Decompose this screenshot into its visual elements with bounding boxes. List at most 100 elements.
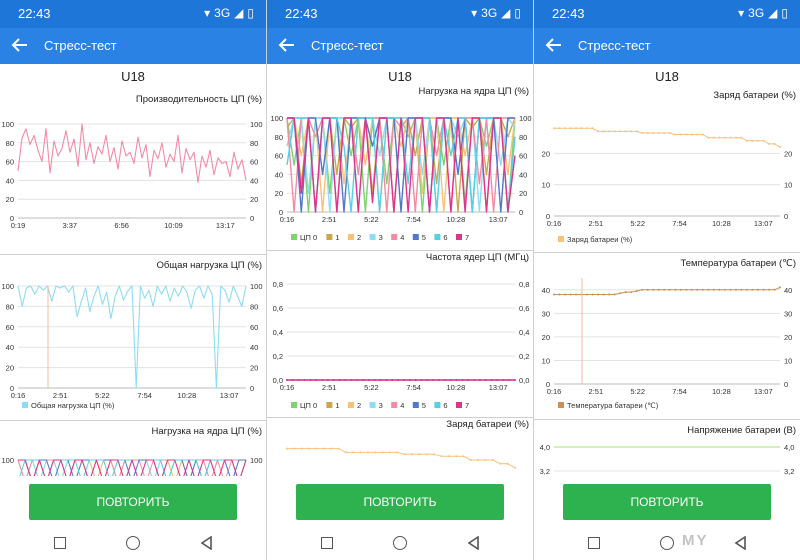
data-point (707, 288, 710, 291)
y-tick-label: 20 (542, 333, 550, 342)
data-point (443, 379, 446, 381)
legend-swatch (369, 234, 376, 240)
y-tick-label-right: 0,2 (519, 352, 529, 361)
y-tick-label-right: 10 (784, 181, 792, 190)
y-tick-label-right: 0,4 (519, 328, 529, 337)
data-point (477, 459, 480, 461)
data-point (657, 288, 660, 291)
x-tick-label: 0:16 (280, 383, 295, 392)
data-point (462, 455, 465, 458)
back-arrow-icon[interactable] (544, 35, 564, 55)
chart-battery-temperature: Температура батареи (℃) 40 40 30 30 20 20 10 10… (534, 254, 800, 418)
nav-back-icon[interactable] (734, 536, 748, 550)
data-point (712, 136, 715, 139)
data-point (652, 288, 655, 291)
scroll-content[interactable]: U18 Заряд батареи (%) 20 20 10 10 0 0 0:16 2:51… (534, 64, 800, 476)
data-point (729, 288, 732, 291)
legend-label: 2 (357, 401, 361, 410)
data-point (679, 288, 682, 291)
chart-title: Нагрузка на ядра ЦП (%) (418, 86, 529, 97)
data-point (344, 451, 347, 454)
app-bar: Стресс-тест (534, 28, 800, 64)
status-time: 22:43 (552, 6, 585, 21)
chart-title: Напряжение батареи (В) (687, 425, 796, 436)
y-tick-label-right: 0 (784, 380, 788, 389)
repeat-button[interactable]: ПОВТОРИТЬ (563, 484, 771, 520)
device-name: U18 (388, 69, 412, 84)
x-tick-label: 0:16 (547, 219, 562, 228)
data-point (663, 288, 666, 291)
data-point (740, 136, 743, 139)
nav-home-icon[interactable] (393, 536, 407, 550)
data-point (767, 142, 770, 145)
nav-recent-icon[interactable] (321, 537, 333, 549)
network-label: 3G (748, 6, 765, 20)
data-point (597, 293, 600, 296)
data-point (478, 379, 481, 381)
nav-recent-icon[interactable] (588, 537, 600, 549)
back-arrow-icon[interactable] (277, 35, 297, 55)
repeat-button[interactable]: ПОВТОРИТЬ (29, 484, 237, 520)
chart-title: Заряд батареи (%) (713, 90, 796, 101)
nav-back-icon[interactable] (467, 536, 481, 550)
series-line (18, 459, 246, 476)
y-tick-label-right: 0 (250, 384, 254, 393)
nav-home-icon[interactable] (660, 536, 674, 550)
data-point (344, 379, 347, 381)
data-point (514, 379, 516, 381)
y-tick-label: 80 (6, 139, 14, 148)
chart-title: Температура батареи (℃) (680, 258, 796, 269)
y-tick-label: 10 (542, 356, 550, 365)
data-point (690, 288, 693, 291)
y-tick-label-right: 100 (519, 114, 532, 123)
data-point (286, 379, 288, 381)
data-point (723, 136, 726, 139)
x-tick-label: 0:16 (11, 391, 26, 400)
divider (267, 250, 533, 251)
x-tick-label: 13:07 (220, 391, 239, 400)
legend-swatch (391, 234, 398, 240)
data-point (396, 451, 399, 454)
series-line (18, 459, 247, 476)
scroll-content[interactable]: U18 Производительность ЦП (%) 100 100 80 80… (0, 64, 266, 476)
legend-swatch (348, 402, 354, 408)
data-point (362, 379, 364, 381)
data-point (608, 293, 611, 296)
data-point (558, 127, 561, 130)
y-tick-label-right: 0,8 (519, 280, 529, 289)
data-point (467, 379, 470, 381)
repeat-button[interactable]: ПОВТОРИТЬ (296, 484, 504, 520)
y-tick-label: 20 (275, 189, 283, 198)
legend-label: ЦП 0 (300, 401, 317, 410)
x-tick-label: 7:54 (672, 387, 687, 396)
back-arrow-icon[interactable] (10, 35, 30, 55)
data-point (432, 379, 435, 381)
status-bar: 22:43 ▾ 3G ◢ ▯ (534, 0, 800, 28)
data-point (734, 288, 737, 291)
nav-home-icon[interactable] (126, 536, 140, 550)
data-point (418, 453, 421, 456)
x-tick-label: 5:22 (364, 215, 379, 224)
x-tick-label: 13:07 (754, 387, 773, 396)
legend-label: 4 (400, 401, 404, 410)
series-line (18, 459, 247, 476)
chart-core-frequency: Частота ядер ЦП (МГц) 0,8 0,8 0,6 0,6 0,4 0,4… (267, 252, 533, 416)
data-point (712, 288, 715, 291)
nav-recent-icon[interactable] (54, 537, 66, 549)
chart-canvas: 4,0 4,0 3,2 3,2 (540, 443, 795, 476)
data-point (381, 451, 384, 454)
legend-swatch (412, 234, 419, 240)
data-point (300, 447, 303, 450)
legend-label: ЦП 0 (300, 233, 317, 242)
legend-swatch (456, 234, 462, 240)
data-point (779, 286, 781, 289)
screen-separator (266, 0, 267, 560)
legend-swatch (369, 402, 376, 408)
scroll-content[interactable]: U18 Нагрузка на ядра ЦП (%) 100 100 80 80 60… (267, 64, 533, 476)
data-point (350, 379, 353, 381)
x-tick-label: 5:22 (364, 383, 379, 392)
nav-back-icon[interactable] (200, 536, 214, 550)
data-point (490, 379, 493, 381)
y-tick-label: 40 (542, 286, 550, 295)
